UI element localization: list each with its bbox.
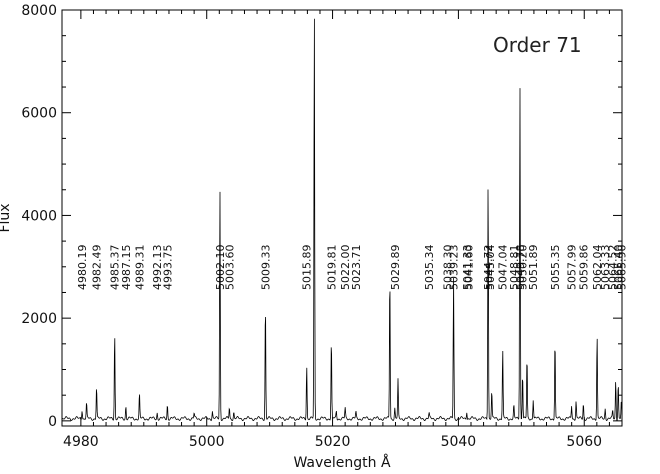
spectrum-line xyxy=(61,18,623,422)
y-tick-label: 6000 xyxy=(21,106,57,122)
line-label: 5048.81 xyxy=(508,245,521,291)
line-label: 5045.04 xyxy=(484,245,497,291)
line-label: 5041.60 xyxy=(463,245,476,291)
x-tick-label: 5060 xyxy=(566,434,602,450)
line-label: 5041.33 xyxy=(461,245,474,291)
x-tick-label: 5000 xyxy=(189,434,225,450)
y-tick-label: 4000 xyxy=(21,208,57,224)
line-label: 4982.49 xyxy=(91,245,104,291)
y-tick-label: 0 xyxy=(48,414,57,430)
plot-border xyxy=(61,9,623,427)
line-label: 5015.89 xyxy=(301,245,314,291)
line-label: 5051.89 xyxy=(527,245,540,291)
order-annotation: Order 71 xyxy=(493,33,582,57)
y-tick-label: 2000 xyxy=(21,311,57,327)
line-label: 5047.04 xyxy=(497,245,510,291)
line-label: 5057.99 xyxy=(566,245,579,291)
x-tick-label: 5040 xyxy=(441,434,477,450)
line-label: 5019.81 xyxy=(325,245,338,291)
line-label: 5029.89 xyxy=(389,245,402,291)
line-label: 5065.40 xyxy=(612,245,625,291)
line-label: 4985.37 xyxy=(109,245,122,291)
line-label: 5023.71 xyxy=(350,245,363,291)
tick-labels: 4980 5000 5020 5040 5060 0 2000 4000 6000 8000 xyxy=(21,3,602,450)
line-label: 5065.90 xyxy=(615,245,628,291)
line-label: 4992.13 xyxy=(151,245,164,291)
x-tick-label: 5020 xyxy=(315,434,351,450)
line-label: 4987.15 xyxy=(120,245,133,291)
line-label: 5055.35 xyxy=(549,245,562,291)
line-label: 4989.31 xyxy=(134,245,147,291)
y-tick-label: 8000 xyxy=(21,3,57,19)
line-label: 4980.19 xyxy=(76,245,89,291)
line-label: 5003.60 xyxy=(223,245,236,291)
line-label: 5063.33 xyxy=(599,245,612,291)
line-label: 5035.34 xyxy=(423,245,436,291)
axis-ticks xyxy=(62,9,622,426)
line-label: 4993.75 xyxy=(161,245,174,291)
line-label: 5039.23 xyxy=(448,245,461,291)
line-label: 5062.04 xyxy=(591,245,604,291)
line-label: 5059.86 xyxy=(577,245,590,291)
x-axis-title: Wavelength Å xyxy=(293,454,391,471)
y-axis-title: Flux xyxy=(0,203,13,232)
line-label: 5064.52 xyxy=(607,245,620,291)
line-label: 5009.33 xyxy=(259,245,272,291)
line-label: 5022.00 xyxy=(339,245,352,291)
line-label: 5038.30 xyxy=(442,245,455,291)
x-tick-label: 4980 xyxy=(63,434,99,450)
plot-frame xyxy=(61,9,623,427)
